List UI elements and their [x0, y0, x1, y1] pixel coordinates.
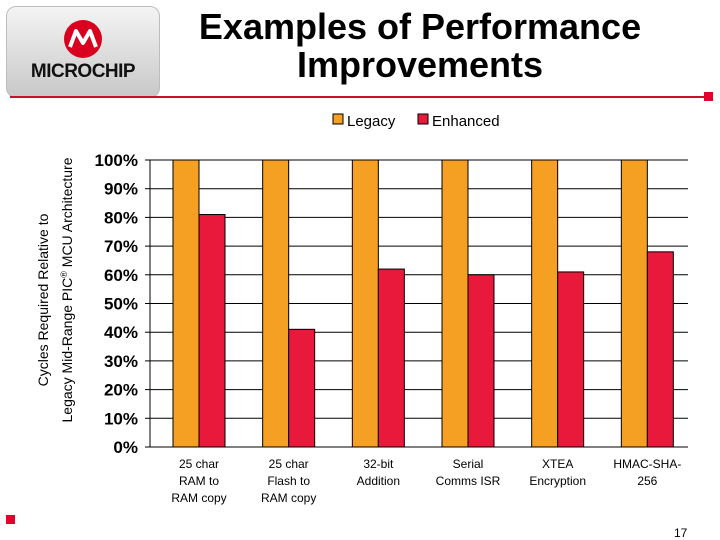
x-category-label: 25 char Flash to RAM copy [261, 457, 316, 505]
bar-legacy-3 [351, 159, 379, 448]
x-category-label-line: RAM copy [171, 491, 226, 505]
x-category-label-line: XTEA [542, 457, 573, 471]
x-category-label: HMAC-SHA- 256 [613, 457, 681, 488]
legend-label-enhanced: Enhanced [432, 113, 500, 130]
y-tick-label: 90% [104, 180, 138, 199]
bar-enhanced-4 [467, 274, 495, 448]
corner-square-top-right [704, 92, 713, 101]
page-title: Examples of Performance Improvements [160, 8, 680, 84]
title-line-2: Improvements [296, 44, 544, 85]
legend-swatch-enhanced [417, 113, 429, 125]
y-axis-label-line-2: Legacy Mid-Range PIC® MCU Architecture [59, 157, 75, 422]
bar-legacy-2 [262, 159, 290, 448]
y-tick-label: 40% [104, 323, 138, 342]
bar-enhanced-6 [646, 251, 674, 448]
x-category-label: Serial Comms ISR [436, 457, 501, 488]
y-tick-label: 20% [104, 381, 138, 400]
x-category-label-line: RAM copy [261, 491, 316, 505]
x-category-label-line: 32-bit [363, 457, 394, 471]
x-category-label-line: RAM to [179, 474, 219, 488]
logo-text: MICROCHIP [30, 61, 136, 82]
x-category-label: 32-bit Addition [357, 457, 400, 488]
y-tick-label: 50% [104, 295, 138, 314]
bar-legacy-6 [620, 159, 648, 448]
y-tick-label: 60% [104, 266, 138, 285]
x-category-label-line: 25 char [179, 457, 219, 471]
x-category-label-line: HMAC-SHA- [613, 457, 681, 471]
bar-enhanced-3 [377, 268, 405, 448]
microchip-logo-icon [64, 20, 102, 58]
y-axis-label-line-1: Cycles Required Relative to [35, 213, 51, 386]
legend-label-legacy: Legacy [347, 113, 396, 130]
bar-enhanced-5 [557, 271, 585, 448]
y-tick-label: 30% [104, 352, 138, 371]
x-category-label-line: 256 [637, 474, 657, 488]
bar-enhanced-1 [198, 214, 226, 448]
bar-legacy-4 [441, 159, 469, 448]
logo: MICROCHIP [6, 6, 160, 98]
x-category-label-line: Addition [357, 474, 400, 488]
bar-legacy-1 [172, 159, 200, 448]
bar-enhanced-2 [288, 328, 316, 448]
title-divider [10, 96, 710, 98]
title-line-1: Examples of Performance [198, 6, 642, 47]
corner-square-bottom-left [6, 515, 15, 524]
x-category-label-line: Flash to [267, 474, 310, 488]
bar-legacy-5 [531, 159, 559, 448]
y-tick-label: 80% [104, 208, 138, 227]
y-tick-label: 70% [104, 237, 138, 256]
legend-swatch-legacy [332, 113, 344, 125]
x-category-label-line: Encryption [529, 474, 586, 488]
x-category-label: XTEA Encryption [529, 457, 586, 488]
x-category-label-line: 25 char [269, 457, 309, 471]
x-category-label: 25 char RAM to RAM copy [171, 457, 226, 505]
x-category-label-line: Serial [453, 457, 484, 471]
x-category-label-line: Comms ISR [436, 474, 501, 488]
y-tick-label: 0% [113, 438, 138, 457]
y-tick-label: 100% [95, 151, 138, 170]
page-number: 17 [674, 526, 688, 540]
y-tick-label: 10% [104, 409, 138, 428]
